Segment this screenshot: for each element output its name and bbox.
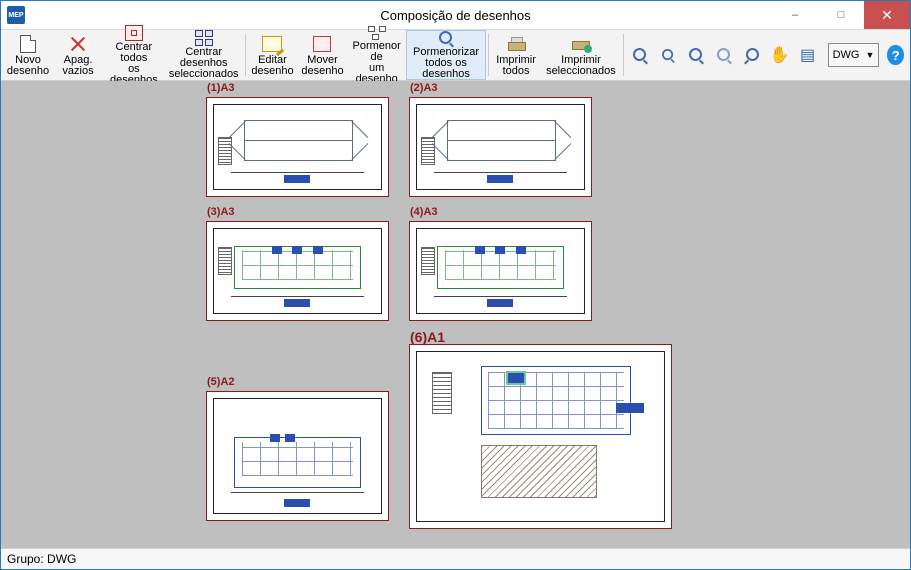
- sheet-frame: [416, 228, 585, 314]
- sheet-label: (5)A2: [207, 376, 235, 388]
- toolbar-separator: [488, 34, 489, 76]
- detail-icon: [366, 26, 388, 40]
- delete-empty-button[interactable]: Apag. vazios: [53, 30, 103, 80]
- center-selected-icon: [193, 30, 215, 46]
- drawing-sheet[interactable]: (2)A3: [409, 97, 592, 197]
- move-drawing-label: Mover desenho: [301, 55, 343, 77]
- print-selected-label: Imprimir seleccionados: [546, 55, 616, 77]
- magnify-icon: [435, 30, 457, 46]
- drawing-sheet[interactable]: (3)A3: [206, 221, 389, 321]
- toolbar: Novo desenho Apag. vazios Centrar todos …: [1, 30, 910, 81]
- app-icon: MEP: [7, 6, 25, 24]
- zoom-prev-icon[interactable]: [740, 43, 764, 67]
- window-controls: – □ ✕: [772, 1, 910, 29]
- new-drawing-label: Novo desenho: [7, 55, 49, 77]
- zoom-out-icon[interactable]: [712, 43, 736, 67]
- sheet-label: (3)A3: [207, 206, 235, 218]
- format-selector-value: DWG: [833, 49, 860, 61]
- sheet-frame: [416, 104, 585, 190]
- maximize-button[interactable]: □: [818, 1, 864, 29]
- drawing-sheet[interactable]: (5)A2: [206, 391, 389, 521]
- print-icon: [505, 33, 527, 54]
- sheet-frame: [213, 104, 382, 190]
- drawing-sheet[interactable]: (1)A3: [206, 97, 389, 197]
- move-drawing-button[interactable]: Mover desenho: [297, 30, 347, 80]
- app-window: MEP Composição de desenhos – □ ✕ Novo de…: [0, 0, 911, 570]
- sheet-label: (6)A1: [410, 329, 445, 345]
- help-button[interactable]: ?: [887, 45, 904, 65]
- sheet-label: (1)A3: [207, 82, 235, 94]
- center-all-label: Centrar todos os desenhos: [108, 42, 160, 86]
- print-selected-icon: [570, 33, 592, 54]
- format-selector[interactable]: DWG ▼: [828, 43, 880, 67]
- status-bar: Grupo: DWG: [1, 548, 910, 569]
- chevron-down-icon: ▼: [866, 50, 875, 60]
- close-button[interactable]: ✕: [864, 1, 910, 29]
- detail-all-button[interactable]: Pormenorizar todos os desenhos: [406, 30, 486, 80]
- new-doc-icon: [17, 33, 39, 54]
- delete-icon: [67, 33, 89, 54]
- status-group-value: DWG: [47, 552, 76, 566]
- edit-icon: [261, 33, 283, 54]
- move-icon: [311, 33, 333, 54]
- detail-one-label: Pormenor de um desenho: [352, 41, 400, 85]
- sheet-label: (2)A3: [410, 82, 438, 94]
- center-selected-button[interactable]: Centrar desenhos seleccionados: [165, 30, 243, 80]
- toolbar-separator: [245, 34, 246, 76]
- zoom-in-icon[interactable]: [684, 43, 708, 67]
- toolbar-separator: [623, 34, 624, 76]
- drawing-sheet[interactable]: (6)A1: [409, 344, 672, 529]
- new-drawing-button[interactable]: Novo desenho: [3, 30, 53, 80]
- detail-one-button[interactable]: Pormenor de um desenho: [347, 30, 405, 80]
- center-selected-label: Centrar desenhos seleccionados: [169, 47, 239, 80]
- edit-drawing-button[interactable]: Editar desenho: [247, 30, 297, 80]
- status-group-label: Grupo:: [7, 552, 44, 566]
- redraw-icon[interactable]: ▤: [796, 43, 820, 67]
- zoom-window-icon[interactable]: [628, 43, 652, 67]
- edit-drawing-label: Editar desenho: [251, 55, 293, 77]
- print-all-label: Imprimir todos: [496, 55, 536, 77]
- drawing-canvas[interactable]: (1)A3(2)A3(3)A3(4)A3(5)A2(6)A1: [1, 81, 910, 548]
- print-selected-button[interactable]: Imprimir seleccionados: [541, 30, 621, 80]
- detail-all-label: Pormenorizar todos os desenhos: [411, 47, 481, 80]
- print-all-button[interactable]: Imprimir todos: [491, 30, 541, 80]
- sheet-frame: [213, 398, 382, 514]
- sheet-frame: [213, 228, 382, 314]
- center-all-button[interactable]: Centrar todos os desenhos: [103, 30, 165, 80]
- delete-empty-label: Apag. vazios: [62, 55, 93, 77]
- minimize-button[interactable]: –: [772, 1, 818, 29]
- drawing-sheet[interactable]: (4)A3: [409, 221, 592, 321]
- pan-icon[interactable]: ✋: [768, 43, 792, 67]
- sheet-frame: [416, 351, 665, 522]
- center-all-icon: [123, 25, 145, 41]
- sheet-label: (4)A3: [410, 206, 438, 218]
- zoom-extents-icon[interactable]: [656, 43, 680, 67]
